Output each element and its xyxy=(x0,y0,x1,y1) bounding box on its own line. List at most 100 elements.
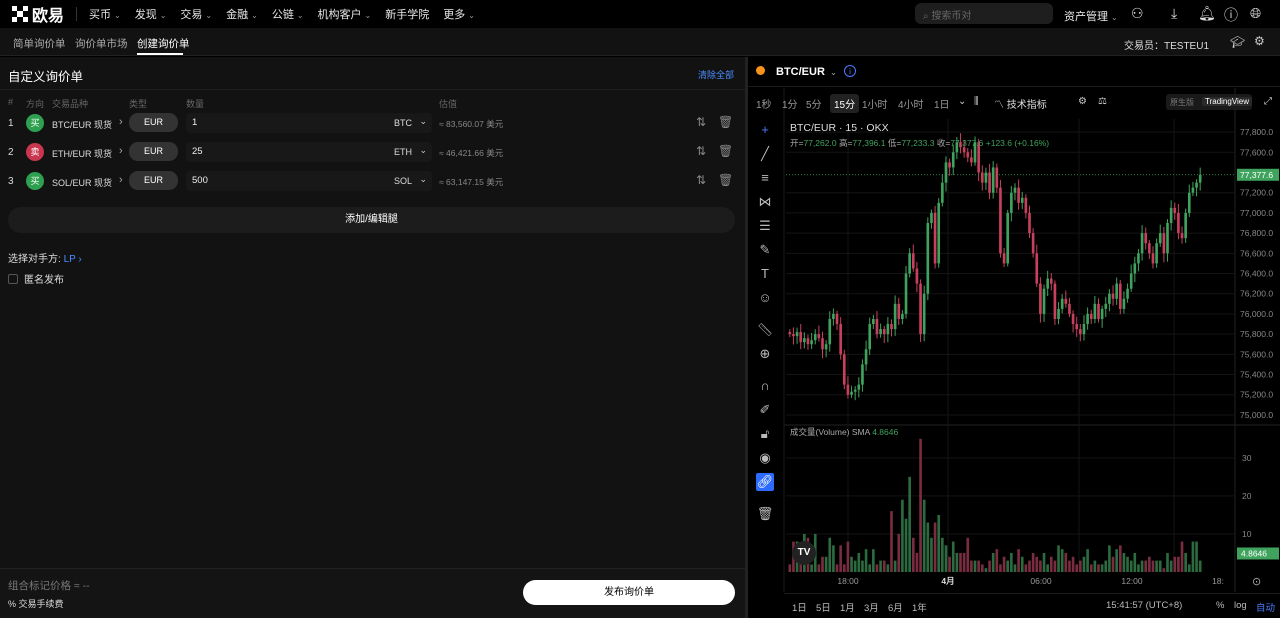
clear-all-button[interactable]: 清除全部 xyxy=(698,70,735,80)
tab-simple-rfq[interactable]: 简单询价单 xyxy=(13,38,66,50)
counterparty-selector[interactable]: 选择对手方: LP › xyxy=(8,250,82,265)
tf-dropdown-chevron-icon[interactable]: ⌄ xyxy=(958,96,967,107)
help-icon[interactable]: ⓘ xyxy=(1224,7,1238,23)
brand-logo[interactable]: 欧易 xyxy=(12,2,64,26)
post-rfq-button[interactable]: 发布询价单 xyxy=(523,580,735,605)
zoom-in-icon[interactable]: ⊕ xyxy=(759,346,771,361)
chevron-right-icon[interactable]: › xyxy=(119,145,123,157)
timeframe-3[interactable]: 15分 xyxy=(830,94,860,113)
gear-icon[interactable]: ⚙ xyxy=(1254,34,1265,48)
nav-institutional[interactable]: 机构客户 ⌄ xyxy=(318,6,372,22)
quantity-input[interactable]: 1 BTC ⌄ xyxy=(186,113,432,133)
lock-drawing-icon[interactable]: ✐ xyxy=(759,402,771,417)
percent-scale-toggle[interactable]: % xyxy=(1216,600,1225,611)
side-badge[interactable]: 卖 xyxy=(26,143,44,161)
auto-scale-settings-icon[interactable]: ⊙ xyxy=(1252,576,1262,588)
timeframe-2[interactable]: 5分 xyxy=(806,100,822,111)
tradingview-logo[interactable]: TV xyxy=(792,541,816,565)
unit-selector[interactable]: ETH xyxy=(394,147,412,157)
search-input[interactable]: ⌕ 搜索币对 xyxy=(915,3,1053,24)
trash-icon[interactable]: 🗑︎ xyxy=(718,173,734,187)
parallel-lines-icon[interactable]: ≡ xyxy=(761,170,769,185)
magnet-icon[interactable]: ∩ xyxy=(760,378,770,393)
trading-fee-link[interactable]: % 交易手续费 xyxy=(8,599,64,609)
col-instrument: 交易品种 xyxy=(52,99,89,109)
quantity-input[interactable]: 25 ETH ⌄ xyxy=(186,142,432,162)
side-badge[interactable]: 买 xyxy=(26,114,44,132)
range-1y[interactable]: 1年 xyxy=(912,603,927,614)
anonymous-checkbox[interactable] xyxy=(8,273,18,284)
candle-body xyxy=(1151,253,1155,264)
pitchfork-icon[interactable]: ⋈ xyxy=(758,194,772,209)
leg-row: 2 卖 ETH/EUR 现货 › EUR 25 ETH ⌄ ≈ 46,421.66 … xyxy=(0,139,745,168)
auto-scale-toggle[interactable]: 自动 xyxy=(1256,603,1276,614)
nav-discover[interactable]: 发现 ⌄ xyxy=(135,6,167,22)
fib-icon[interactable]: ☰ xyxy=(759,218,771,233)
swap-icon[interactable]: ⇅ xyxy=(696,173,707,187)
nav-trade[interactable]: 交易 ⌄ xyxy=(180,6,212,22)
side-badge[interactable]: 买 xyxy=(26,172,44,190)
swap-icon[interactable]: ⇅ xyxy=(696,115,707,129)
indicators-button[interactable]: 〽 技术指标 xyxy=(994,96,1047,111)
tab-create-rfq[interactable]: 创建询价单 xyxy=(137,38,190,50)
globe-icon[interactable]: 🌐︎ xyxy=(1250,5,1262,21)
range-1d[interactable]: 1日 xyxy=(792,603,807,614)
user-icon[interactable]: ⚇ xyxy=(1131,5,1144,21)
chart-settings-icon[interactable]: ⚙ xyxy=(1078,96,1087,107)
nav-buy-crypto[interactable]: 买币 ⌄ xyxy=(89,6,121,22)
brush-icon[interactable]: ✎ xyxy=(759,242,771,257)
scale-icon[interactable]: ⚖ xyxy=(1098,96,1107,107)
range-5d[interactable]: 5日 xyxy=(816,603,831,614)
timeframe-4[interactable]: 1小时 xyxy=(862,100,888,111)
range-3m[interactable]: 3月 xyxy=(864,603,879,614)
unit-selector[interactable]: SOL xyxy=(393,176,412,186)
range-6m[interactable]: 6月 xyxy=(888,603,903,614)
ruler-icon[interactable]: 📏︎ xyxy=(756,322,774,337)
currency-button[interactable]: EUR xyxy=(129,142,178,161)
timeframe-1[interactable]: 1分 xyxy=(782,100,798,111)
price-tick-label: 76,200.0 xyxy=(1240,289,1273,299)
view-tradingview[interactable]: TradingView xyxy=(1202,97,1253,106)
timeframe-6[interactable]: 1日 xyxy=(934,100,950,111)
pair-selector[interactable]: BTC/EUR ⌄ xyxy=(776,66,837,78)
quantity-input[interactable]: 500 SOL ⌄ xyxy=(186,171,432,191)
trash-icon[interactable]: 🗑︎ xyxy=(718,144,734,158)
timeframe-0[interactable]: 1秒 xyxy=(756,100,772,111)
emoji-icon[interactable]: ☺ xyxy=(758,290,772,305)
panel-resizer[interactable] xyxy=(745,57,748,618)
bell-icon[interactable]: 🔔︎ xyxy=(1198,5,1216,21)
price-chart[interactable]: 77,800.0 77,600.0 77,200.0 77,000.0 76,800.0… xyxy=(748,57,1280,618)
fullscreen-icon[interactable]: ⤢ xyxy=(1264,96,1272,107)
download-icon[interactable]: ⤓ xyxy=(1171,5,1178,21)
counterparty-value[interactable]: LP xyxy=(63,254,76,265)
crosshair-icon[interactable]: + xyxy=(761,122,769,137)
candle-type-icon[interactable]: ⫼ xyxy=(974,96,979,107)
view-native[interactable]: 原生版 xyxy=(1170,98,1194,107)
graduation-cap-icon[interactable]: 🎓︎ xyxy=(1230,35,1246,49)
trash-icon[interactable]: 🗑︎ xyxy=(756,506,774,521)
currency-button[interactable]: EUR xyxy=(129,113,178,132)
add-edit-leg-button[interactable]: 添加/编辑腿 xyxy=(8,207,735,233)
anonymous-option[interactable]: 匿名发布 xyxy=(8,271,64,286)
log-scale-toggle[interactable]: log xyxy=(1234,600,1247,611)
nav-finance[interactable]: 金融 ⌄ xyxy=(226,6,258,22)
nav-academy[interactable]: 新手学院 xyxy=(385,6,429,22)
timeframe-5[interactable]: 4小时 xyxy=(898,100,924,111)
nav-more[interactable]: 更多 ⌄ xyxy=(443,6,475,22)
trend-line-icon[interactable]: ╱ xyxy=(761,146,769,161)
lock-icon[interactable]: 🔓︎ xyxy=(760,426,770,441)
unit-selector[interactable]: BTC xyxy=(394,118,412,128)
currency-button[interactable]: EUR xyxy=(129,171,178,190)
chevron-right-icon[interactable]: › xyxy=(119,174,123,186)
eye-icon[interactable]: ◉ xyxy=(759,450,771,465)
assets-menu[interactable]: 资产管理 ⌄ xyxy=(1064,8,1118,24)
text-icon[interactable]: T xyxy=(761,266,769,281)
trash-icon[interactable]: 🗑︎ xyxy=(718,115,734,129)
chevron-right-icon[interactable]: › xyxy=(119,116,123,128)
link-icon[interactable]: 🔗︎ xyxy=(756,473,774,491)
nav-chain[interactable]: 公链 ⌄ xyxy=(272,6,304,22)
info-icon[interactable]: i xyxy=(844,65,856,77)
swap-icon[interactable]: ⇅ xyxy=(696,144,707,158)
range-1m[interactable]: 1月 xyxy=(840,603,855,614)
tab-rfq-market[interactable]: 询价单市场 xyxy=(75,38,128,50)
